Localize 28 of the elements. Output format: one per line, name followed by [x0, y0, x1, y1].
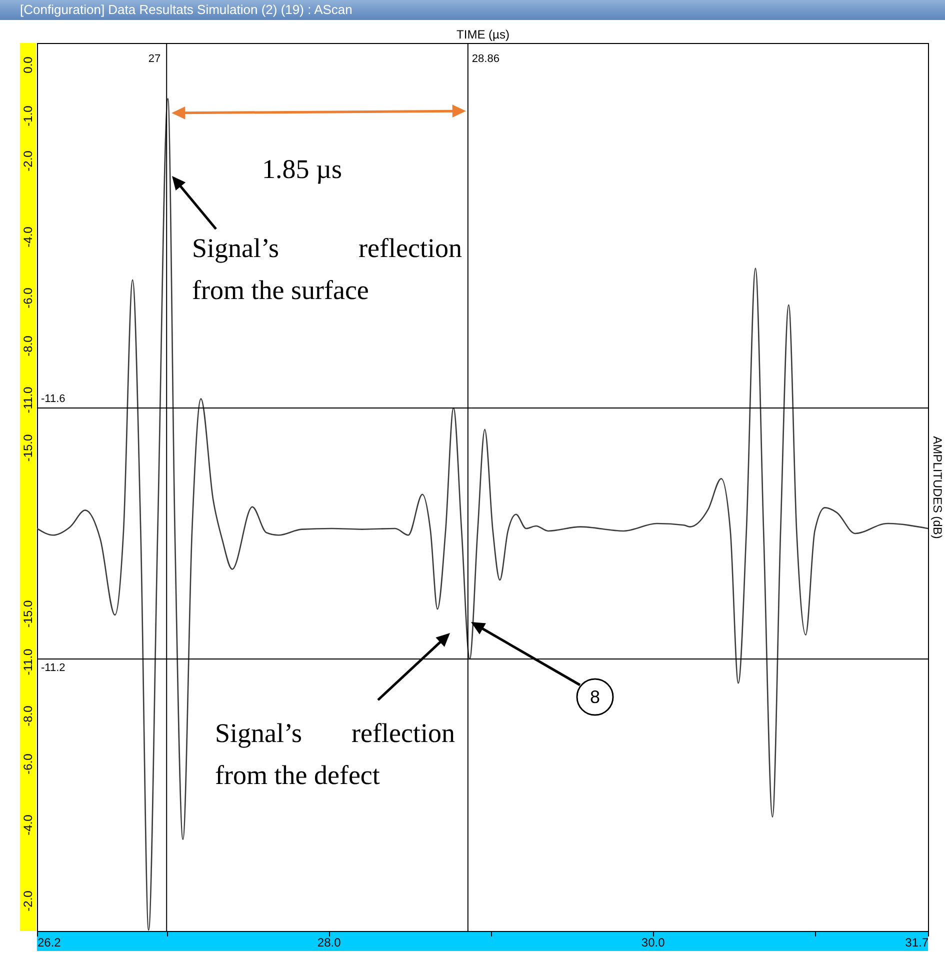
text: -4.0: [21, 226, 35, 248]
x-tick-label: 28.0: [317, 936, 342, 950]
x-tick-label: 26.2: [38, 936, 62, 950]
text: -8.0: [21, 336, 35, 356]
text: -2.0: [21, 890, 35, 912]
annotation: 1.85 µs: [262, 153, 342, 186]
y-axis-title: AMPLITUDES (dB): [930, 436, 944, 539]
text: 0.0: [21, 56, 35, 74]
ref-line-label: 28.86: [472, 53, 500, 65]
text: -1.0: [21, 106, 35, 126]
text: -6.0: [21, 754, 35, 774]
annotation: -11.6: [41, 392, 66, 406]
annotation: -11.2: [41, 662, 66, 675]
text: -11.0: [21, 648, 35, 676]
x-tick-label: 31.7: [905, 936, 929, 950]
text: -2.0: [21, 150, 35, 172]
annotation: Signal’s reflection from the surface: [192, 232, 462, 307]
text: -15.0: [21, 600, 35, 628]
text: -15.0: [21, 434, 35, 462]
x-tick-label: 30.0: [641, 936, 666, 950]
text: -6.0: [21, 288, 35, 308]
annotation: Signal’s reflection from the defect: [215, 717, 455, 792]
text: -4.0: [21, 814, 35, 836]
x-axis-title: TIME (µs): [456, 28, 510, 42]
text: -11.0: [21, 386, 35, 414]
ref-line-label: 27: [148, 53, 161, 65]
chart-title: [Configuration] Data Resultats Simulation (2) (19) : AScan: [0, 0, 945, 20]
text: -8.0: [21, 706, 35, 726]
